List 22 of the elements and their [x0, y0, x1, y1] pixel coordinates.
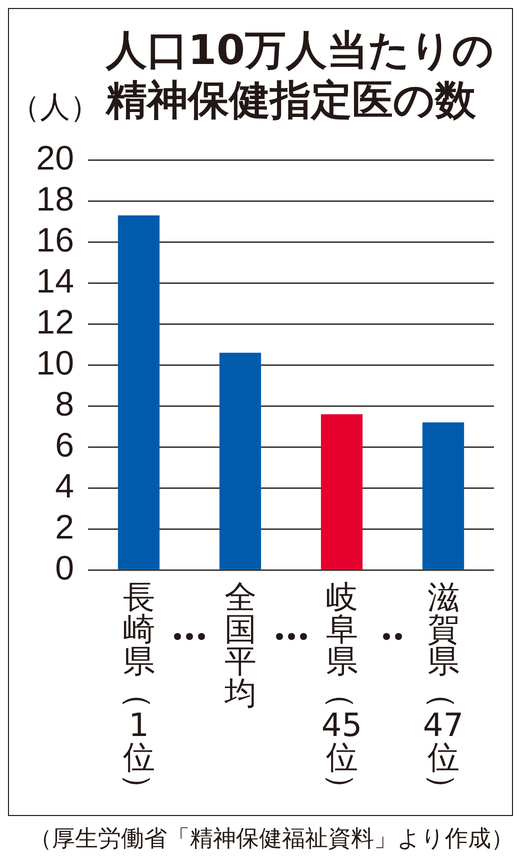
y-tick-label: 16: [36, 221, 74, 260]
y-tick-label: 10: [36, 344, 74, 382]
bar: [320, 414, 363, 570]
y-tick-label: 12: [36, 303, 74, 342]
text: （厚生労働省「精神保健福祉資料」より作成）: [29, 825, 514, 853]
bar: [219, 352, 262, 570]
y-tick-label: 2: [55, 508, 74, 546]
y-tick-label: 20: [36, 139, 74, 178]
x-tick-label: 滋賀県（47位）: [422, 578, 465, 805]
y-tick-label: 0: [55, 549, 74, 588]
y-tick-label: 6: [55, 426, 74, 464]
x-tick-label: 岐阜県（45位）: [320, 578, 364, 805]
y-tick-label: 14: [36, 262, 74, 300]
x-tick-label: 長崎県（1位）: [118, 578, 159, 805]
chart-title: 人口10万人当たりの精神保健指定医の数: [106, 25, 496, 125]
y-tick-label: 4: [55, 467, 74, 506]
y-tick-label: 8: [55, 385, 74, 424]
bar: [422, 422, 464, 570]
bar: [118, 215, 160, 570]
y-tick-label: 18: [36, 180, 74, 218]
y-axis-title: （人）: [10, 90, 100, 126]
x-tick-label: 全国平均: [223, 578, 258, 712]
